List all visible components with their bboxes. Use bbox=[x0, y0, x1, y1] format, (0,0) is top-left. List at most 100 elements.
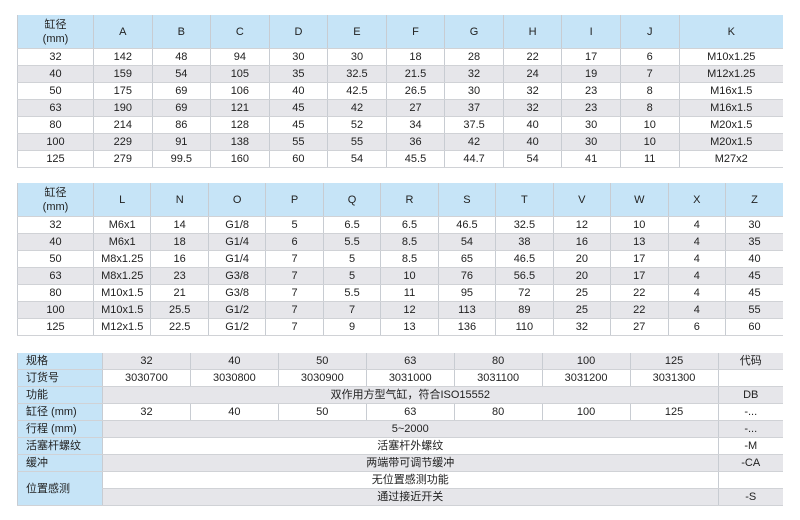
table-cell: 50 bbox=[17, 82, 94, 100]
table-cell: 45 bbox=[268, 99, 328, 117]
table-cell: 69 bbox=[151, 99, 211, 117]
column-header: R bbox=[380, 183, 439, 217]
table-cell: 91 bbox=[151, 133, 211, 151]
table-cell: 17 bbox=[561, 48, 621, 66]
table-cell: 45 bbox=[724, 284, 783, 302]
column-header: E bbox=[327, 15, 387, 49]
sensing-row: 通过接近开关 -S bbox=[18, 488, 783, 506]
table-cell: G3/8 bbox=[207, 267, 266, 285]
table-cell: 11 bbox=[619, 150, 679, 168]
table-cell: 40 bbox=[268, 82, 328, 100]
code-cell: -S bbox=[717, 488, 783, 506]
table-cell: 100 bbox=[17, 301, 94, 319]
row-label: 活塞杆螺纹 bbox=[17, 437, 103, 455]
table-cell: 63 bbox=[17, 267, 94, 285]
column-header: 缸径 (mm) bbox=[17, 15, 94, 49]
spec-row: 规格 32 40 50 63 80 100 125 代码 bbox=[17, 353, 783, 370]
table-cell: 45.5 bbox=[385, 150, 445, 168]
table-cell: 80 bbox=[17, 284, 94, 302]
table-row: 100 229 91 138 55 55 36 42 40 30 10 M20x1.5 bbox=[17, 133, 783, 151]
table-cell: M6x1 bbox=[92, 233, 151, 251]
column-header: G bbox=[444, 15, 504, 49]
table-cell: 89 bbox=[495, 301, 554, 319]
cell: 无位置感测功能 bbox=[102, 471, 718, 489]
column-header: H bbox=[502, 15, 562, 49]
table-cell: 10 bbox=[610, 216, 669, 234]
row-label: 规格 bbox=[17, 353, 103, 370]
table-cell: 17 bbox=[610, 250, 669, 268]
table-cell: 44.7 bbox=[444, 150, 504, 168]
cell: 通过接近开关 bbox=[102, 488, 718, 506]
table-cell: 12 bbox=[380, 301, 439, 319]
cell: 50 bbox=[277, 353, 367, 370]
table-cell: M10x1.5 bbox=[92, 284, 151, 302]
table-cell: 6 bbox=[667, 318, 726, 336]
table-cell: 69 bbox=[151, 82, 211, 100]
table-row: 50 175 69 106 40 42.5 26.5 30 32 23 8 M16x1.5 bbox=[17, 82, 783, 100]
code-header: 代码 bbox=[717, 353, 783, 370]
rod-row: 活塞杆螺纹 活塞杆外螺纹 -M bbox=[17, 437, 783, 455]
bore-row: 缸径 (mm) 32 40 50 63 80 100 125 -... bbox=[17, 403, 783, 421]
table-cell: G3/8 bbox=[207, 284, 266, 302]
table-cell: 55 bbox=[268, 133, 328, 151]
row-label: 缓冲 bbox=[17, 454, 103, 472]
table-cell: 11 bbox=[380, 284, 439, 302]
table-cell: 56.5 bbox=[495, 267, 554, 285]
table-cell: 72 bbox=[495, 284, 554, 302]
column-header: 缸径 (mm) bbox=[17, 183, 94, 217]
table-cell: 5 bbox=[322, 250, 381, 268]
table-cell: 7 bbox=[265, 267, 324, 285]
table-cell: 40 bbox=[17, 65, 94, 83]
column-header: V bbox=[552, 183, 611, 217]
table-cell: 40 bbox=[724, 250, 783, 268]
table-cell: 38 bbox=[495, 233, 554, 251]
column-header: J bbox=[619, 15, 679, 49]
table-cell: 10 bbox=[619, 116, 679, 134]
cell: 80 bbox=[453, 403, 543, 421]
cell: 两端带可调节缓冲 bbox=[102, 454, 718, 472]
table-cell: M12x1.5 bbox=[92, 318, 151, 336]
row-label: 订货号 bbox=[17, 369, 103, 387]
code-cell: -CA bbox=[717, 454, 783, 472]
cell: 125 bbox=[629, 403, 718, 421]
table-cell: M6x1 bbox=[92, 216, 151, 234]
table-cell: 94 bbox=[210, 48, 270, 66]
table-cell: 105 bbox=[210, 65, 270, 83]
table-cell: 21 bbox=[150, 284, 209, 302]
column-header: Q bbox=[322, 183, 381, 217]
table-row: 50 M8x1.25 16 G1/4 7 5 8.5 65 46.5 20 17 4 40 bbox=[17, 250, 783, 268]
table-cell: 136 bbox=[437, 318, 496, 336]
table-row: 32 M6x1 14 G1/8 5 6.5 6.5 46.5 32.5 12 10 4 30 bbox=[17, 216, 783, 234]
table-cell: 54 bbox=[327, 150, 387, 168]
table-cell: M10x1.25 bbox=[678, 48, 783, 66]
header-row: 缸径 (mm) A B C D E F G H I J K bbox=[17, 15, 783, 49]
table-cell: 30 bbox=[724, 216, 783, 234]
dimension-table-2: 缸径 (mm) L N O P Q R S T V W X Z 32 M6x1 14 G1/8 5 6.5 6.5 46… bbox=[17, 183, 783, 336]
table-cell: 76 bbox=[437, 267, 496, 285]
table-cell: 128 bbox=[210, 116, 270, 134]
cell: 80 bbox=[453, 353, 543, 370]
cell: 3031000 bbox=[365, 369, 455, 387]
row-label: 行程 (mm) bbox=[17, 420, 103, 438]
table-cell: 9 bbox=[322, 318, 381, 336]
table-cell: 32 bbox=[444, 65, 504, 83]
table-cell: 45 bbox=[724, 267, 783, 285]
table-cell: M12x1.25 bbox=[678, 65, 783, 83]
table-cell: 110 bbox=[495, 318, 554, 336]
table-cell: G1/2 bbox=[207, 318, 266, 336]
table-cell: 55 bbox=[724, 301, 783, 319]
table-cell: 214 bbox=[93, 116, 153, 134]
table-cell: 106 bbox=[210, 82, 270, 100]
cell: 3031100 bbox=[453, 369, 543, 387]
table-cell: 7 bbox=[619, 65, 679, 83]
dimension-table-1: 缸径 (mm) A B C D E F G H I J K 32 142 48 94 30 30 18 28 22 17 6… bbox=[17, 15, 783, 168]
table-cell: 7 bbox=[265, 284, 324, 302]
code-cell: DB bbox=[717, 386, 783, 404]
table-cell: 5 bbox=[322, 267, 381, 285]
table-row: 80 M10x1.5 21 G3/8 7 5.5 11 95 72 25 22 4 45 bbox=[17, 284, 783, 302]
table-cell: 52 bbox=[327, 116, 387, 134]
table-cell: 6 bbox=[619, 48, 679, 66]
table-cell: 21.5 bbox=[385, 65, 445, 83]
table-cell: 34 bbox=[385, 116, 445, 134]
table-cell: 13 bbox=[610, 233, 669, 251]
